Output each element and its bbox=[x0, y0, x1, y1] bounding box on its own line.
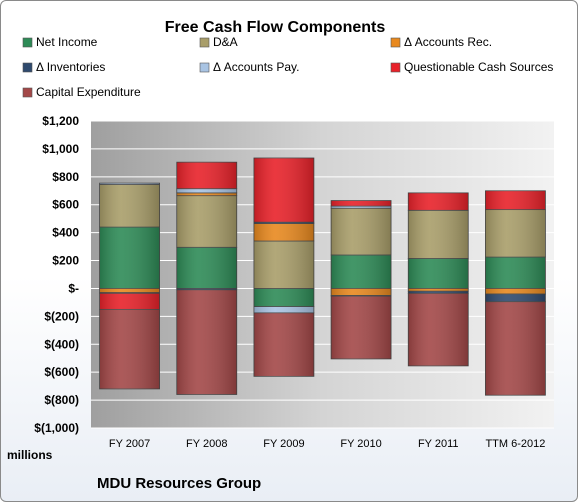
y-tick-label: $- bbox=[68, 281, 79, 295]
bar-shade bbox=[485, 294, 546, 302]
y-axis: $1,200 $1,000 $800 $600 $400 $200 $- $(200) $(40… bbox=[34, 114, 79, 435]
bar-shade bbox=[176, 195, 237, 248]
bar-shade bbox=[99, 288, 160, 293]
x-tick-label: TTM 6-2012 bbox=[485, 438, 545, 450]
legend-item-d-a: D&A bbox=[199, 35, 238, 49]
legend-swatch bbox=[199, 62, 210, 73]
bar-stack-fy-2010 bbox=[330, 200, 392, 360]
bar-shade bbox=[99, 183, 160, 185]
bar-shade bbox=[485, 209, 546, 258]
bar-shade bbox=[176, 188, 237, 193]
y-tick-label: $(800) bbox=[44, 393, 79, 407]
x-tick-label: FY 2009 bbox=[263, 438, 304, 450]
bar-shade bbox=[253, 223, 314, 242]
bar-shade bbox=[176, 162, 237, 189]
bar-stack-fy-2009 bbox=[253, 157, 315, 377]
y-tick-label: $800 bbox=[52, 170, 79, 184]
legend-swatch bbox=[22, 87, 33, 98]
y-axis-unit-label: millions bbox=[7, 448, 53, 462]
gridlines bbox=[91, 120, 554, 429]
x-tick-label: FY 2008 bbox=[186, 438, 227, 450]
legend-swatch bbox=[390, 62, 401, 73]
bar-shade bbox=[99, 293, 160, 310]
bar-shade bbox=[331, 206, 392, 209]
legend-swatch bbox=[199, 37, 210, 48]
legend-label: Net Income bbox=[36, 35, 98, 49]
y-tick-label: $1,200 bbox=[42, 114, 79, 128]
bar-shade bbox=[408, 288, 469, 292]
legend-label: Questionable Cash Sources bbox=[404, 60, 553, 74]
y-tick-label: $(600) bbox=[44, 365, 79, 379]
bar-shade bbox=[485, 301, 546, 396]
bar-shade bbox=[408, 258, 469, 289]
bar-shade bbox=[253, 306, 314, 313]
bar-shade bbox=[408, 293, 469, 366]
bar-shade bbox=[408, 291, 469, 294]
company-caption: MDU Resources Group bbox=[97, 475, 261, 492]
legend-label: Δ Inventories bbox=[36, 60, 105, 74]
legend-item-questionable-cash-sources: Questionable Cash Sources bbox=[390, 60, 553, 74]
y-tick-label: $200 bbox=[52, 254, 79, 268]
x-axis: FY 2007 FY 2008 FY 2009 FY 2010 FY 2011 TTM 6… bbox=[109, 438, 545, 450]
x-tick-label: FY 2010 bbox=[340, 438, 381, 450]
bar-stack-fy-2011 bbox=[407, 192, 469, 367]
bar-shade bbox=[253, 312, 314, 377]
bar-shade bbox=[176, 192, 237, 196]
plot-area bbox=[91, 121, 554, 428]
bar-shade bbox=[408, 192, 469, 211]
bar-shade bbox=[176, 247, 237, 289]
bar-shade bbox=[331, 254, 392, 289]
y-tick-label: $1,000 bbox=[42, 142, 79, 156]
bar-shade bbox=[485, 288, 546, 295]
legend-item-accounts-rec: Δ Accounts Rec. bbox=[390, 35, 492, 49]
legend-item-net-income: Net Income bbox=[22, 35, 98, 49]
legend-swatch bbox=[22, 62, 33, 73]
bar-shade bbox=[176, 288, 237, 290]
legend-label: Capital Expenditure bbox=[36, 85, 141, 99]
bar-shade bbox=[99, 184, 160, 228]
bar-shade bbox=[253, 222, 314, 224]
legend: Net Income D&A Δ Accounts Rec. Δ Inventorie… bbox=[22, 35, 553, 99]
bar-stack-fy-2007 bbox=[99, 182, 160, 390]
bar-shade bbox=[331, 296, 392, 359]
legend-label: D&A bbox=[213, 35, 238, 49]
legend-item-inventories: Δ Inventories bbox=[22, 60, 105, 74]
bar-shade bbox=[253, 288, 314, 307]
bar-shade bbox=[331, 200, 392, 207]
bar-shade bbox=[253, 241, 314, 289]
y-tick-label: $400 bbox=[52, 226, 79, 240]
bar-shade bbox=[99, 227, 160, 289]
y-tick-label: $(1,000) bbox=[34, 421, 79, 435]
legend-label: Δ Accounts Pay. bbox=[213, 60, 300, 74]
bar-shade bbox=[331, 288, 392, 296]
legend-label: Δ Accounts Rec. bbox=[404, 35, 492, 49]
bar-shade bbox=[99, 309, 160, 389]
legend-item-accounts-pay: Δ Accounts Pay. bbox=[199, 60, 300, 74]
bars bbox=[99, 157, 546, 396]
bar-shade bbox=[408, 210, 469, 259]
x-tick-label: FY 2011 bbox=[418, 438, 459, 450]
bar-stack-fy-2008 bbox=[176, 161, 238, 395]
legend-swatch bbox=[22, 37, 33, 48]
bar-shade bbox=[485, 257, 546, 289]
legend-swatch bbox=[390, 37, 401, 48]
y-tick-label: $(200) bbox=[44, 309, 79, 323]
bar-shade bbox=[176, 289, 237, 395]
bar-shade bbox=[253, 157, 314, 223]
chart-title: Free Cash Flow Components bbox=[165, 19, 386, 36]
y-tick-label: $600 bbox=[52, 198, 79, 212]
y-tick-label: $(400) bbox=[44, 337, 79, 351]
bar-stack-ttm-6-2012 bbox=[485, 190, 546, 396]
bar-shade bbox=[331, 208, 392, 255]
legend-item-capital-expenditure: Capital Expenditure bbox=[22, 85, 141, 99]
x-tick-label: FY 2007 bbox=[109, 438, 150, 450]
bar-shade bbox=[485, 190, 546, 210]
